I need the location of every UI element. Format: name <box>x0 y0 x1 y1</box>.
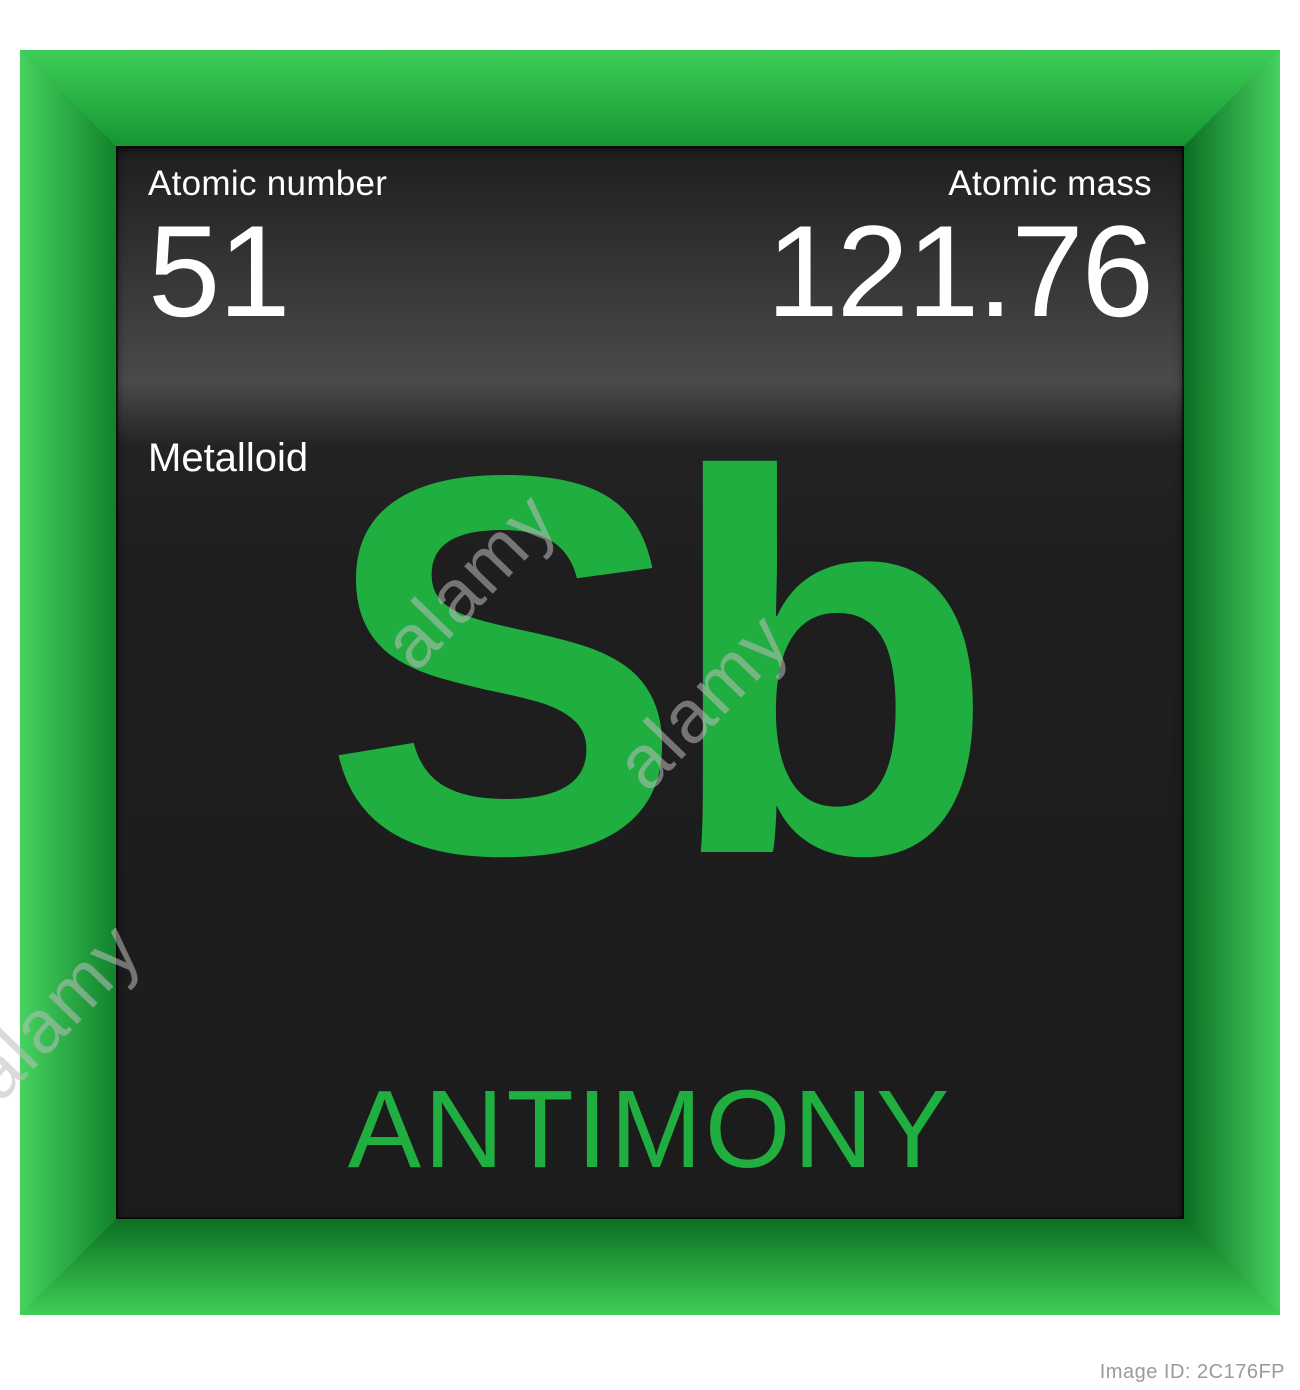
atomic-mass-block: Atomic mass 121.76 <box>766 164 1152 336</box>
element-name: ANTIMONY <box>116 1066 1184 1193</box>
atomic-number-value: 51 <box>148 206 387 336</box>
top-row: Atomic number 51 Atomic mass 121.76 <box>148 164 1152 336</box>
tile-inner: Atomic number 51 Atomic mass 121.76 Meta… <box>116 146 1184 1219</box>
atomic-mass-value: 121.76 <box>766 206 1152 336</box>
element-tile: Atomic number 51 Atomic mass 121.76 Meta… <box>20 50 1280 1315</box>
watermark-image-id: Image ID: 2C176FP <box>1100 1361 1285 1384</box>
atomic-number-block: Atomic number 51 <box>148 164 387 336</box>
element-symbol: Sb <box>116 396 1184 936</box>
